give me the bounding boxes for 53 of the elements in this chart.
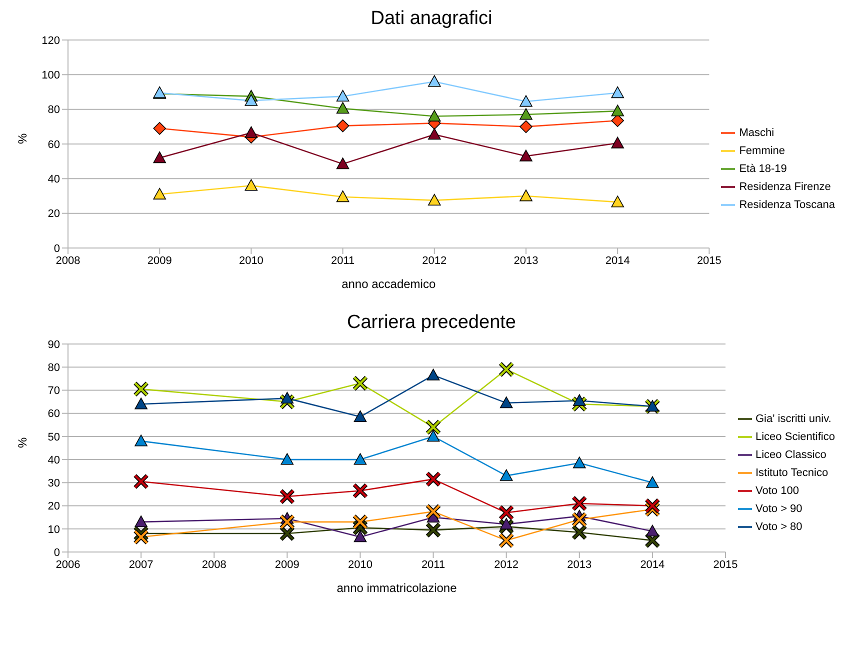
x-tick-label: 2008	[56, 254, 80, 267]
y-tick-label: 80	[48, 104, 60, 116]
legend-label: Femmine	[739, 145, 786, 157]
y-tick-label: 120	[42, 34, 60, 47]
x-tick-label: 2011	[421, 558, 446, 571]
y-tick-label: 0	[54, 242, 60, 255]
y-tick-label: 40	[48, 454, 60, 466]
legend-label: Liceo Classico	[756, 449, 826, 461]
x-tick-label: 2008	[202, 558, 226, 571]
x-tick-label: 2010	[348, 558, 372, 571]
y-tick-label: 100	[42, 70, 60, 82]
x-tick-label: 2015	[696, 254, 722, 267]
legend-label: Residenza Toscana	[739, 199, 835, 211]
x-tick-label: 2015	[713, 558, 738, 571]
legend-label: Maschi	[739, 127, 774, 139]
legend-label: Voto > 90	[756, 503, 802, 515]
x-tick-label: 2009	[274, 558, 300, 571]
y-tick-label: 90	[48, 338, 60, 351]
y-tick-label: 50	[48, 431, 60, 444]
y-axis-title: %	[15, 133, 30, 144]
x-tick-label: 2012	[494, 558, 519, 571]
y-tick-label: 60	[48, 408, 60, 420]
x-axis-title: anno accademico	[342, 277, 436, 291]
legend-label: Voto 100	[756, 485, 799, 497]
x-tick-label: 2010	[238, 254, 264, 267]
legend-label: Gia' iscritti univ.	[756, 413, 832, 425]
y-tick-label: 70	[48, 385, 60, 398]
y-tick-label: 0	[54, 546, 60, 559]
x-tick-label: 2013	[514, 254, 538, 267]
y-tick-label: 20	[48, 208, 60, 220]
legend-label: Liceo Scientifico	[756, 431, 835, 443]
y-tick-label: 20	[48, 500, 60, 513]
x-tick-label: 2014	[605, 254, 630, 267]
legend-label: Istituto Tecnico	[756, 467, 828, 479]
x-tick-label: 2014	[640, 558, 665, 571]
legend-label: Età 18-19	[739, 163, 787, 175]
x-tick-label: 2011	[330, 254, 355, 267]
y-tick-label: 10	[48, 524, 60, 536]
y-tick-label: 40	[48, 174, 60, 186]
x-tick-label: 2009	[147, 254, 172, 267]
x-tick-label: 2013	[567, 558, 592, 571]
y-tick-label: 30	[48, 478, 60, 490]
y-axis-title: %	[15, 437, 30, 448]
x-tick-label: 2007	[128, 558, 154, 571]
y-tick-label: 60	[48, 138, 60, 151]
legend-label: Residenza Firenze	[739, 181, 831, 193]
x-tick-label: 2012	[422, 254, 447, 267]
chart-title: Carriera precedente	[346, 312, 517, 334]
x-axis-title: anno immatricolazione	[336, 581, 458, 595]
y-tick-label: 80	[48, 362, 60, 374]
x-tick-label: 2006	[56, 558, 80, 571]
legend-label: Voto > 80	[756, 521, 802, 533]
chart-title: Dati anagrafici	[370, 8, 494, 30]
